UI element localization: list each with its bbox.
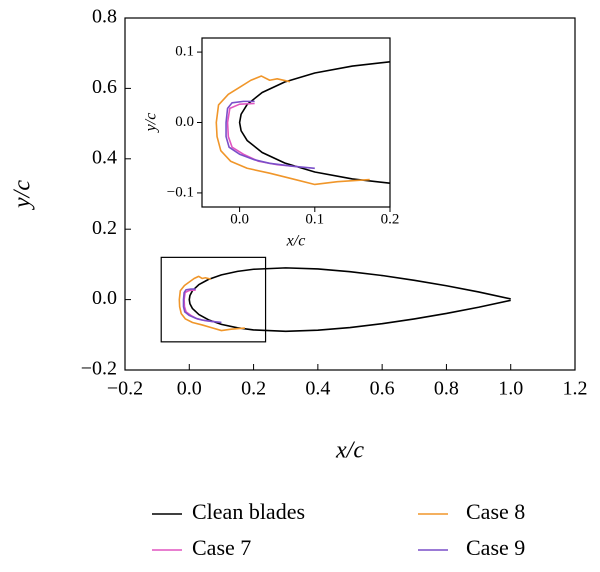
legend-label: Clean blades	[192, 499, 305, 524]
series-group	[178, 267, 511, 333]
x-tick-label: 0.2	[241, 378, 266, 400]
y-tick-label: 0.0	[92, 287, 117, 309]
y-tick-label: 0.8	[92, 6, 117, 28]
y-tick-label: −0.1	[167, 184, 194, 200]
inset-x-axis-label: x/c	[286, 233, 306, 250]
x-axis-label: x/c	[335, 438, 364, 464]
series-group	[215, 60, 390, 186]
zoom-box	[160, 256, 267, 343]
y-tick-label: 0.4	[92, 146, 117, 168]
x-tick-label: 0.2	[381, 211, 400, 227]
y-axis-label: y/c	[10, 180, 36, 210]
series-line	[178, 275, 245, 332]
plot-area	[202, 38, 390, 207]
x-tick-label: 0.0	[177, 378, 202, 400]
legend-label: Case 8	[466, 499, 525, 524]
x-tick-label: 0.4	[305, 378, 330, 400]
x-tick-label: 0.1	[305, 211, 324, 227]
y-tick-label: 0.0	[175, 114, 194, 130]
x-tick-label: −0.2	[107, 378, 143, 400]
x-tick-label: 1.2	[563, 378, 588, 400]
inset-y-axis-label: y/c	[143, 113, 160, 134]
plot-frame	[201, 37, 391, 208]
series-line	[215, 75, 370, 186]
y-tick-label: 0.6	[92, 76, 117, 98]
series-line	[238, 60, 390, 185]
y-tick-label: −0.2	[81, 358, 117, 380]
legend-label: Case 9	[466, 535, 525, 560]
x-tick-label: 0.8	[434, 378, 459, 400]
legend-label: Case 7	[192, 535, 251, 560]
series-line	[182, 288, 222, 324]
y-tick-label: 0.2	[92, 217, 117, 239]
y-tick-label: 0.1	[175, 44, 194, 60]
plot-frame	[124, 17, 576, 371]
series-line	[188, 267, 511, 333]
x-tick-label: 1.0	[498, 378, 523, 400]
x-tick-label: 0.6	[370, 378, 395, 400]
x-tick-label: 0.0	[230, 211, 249, 227]
series-line	[225, 100, 315, 170]
